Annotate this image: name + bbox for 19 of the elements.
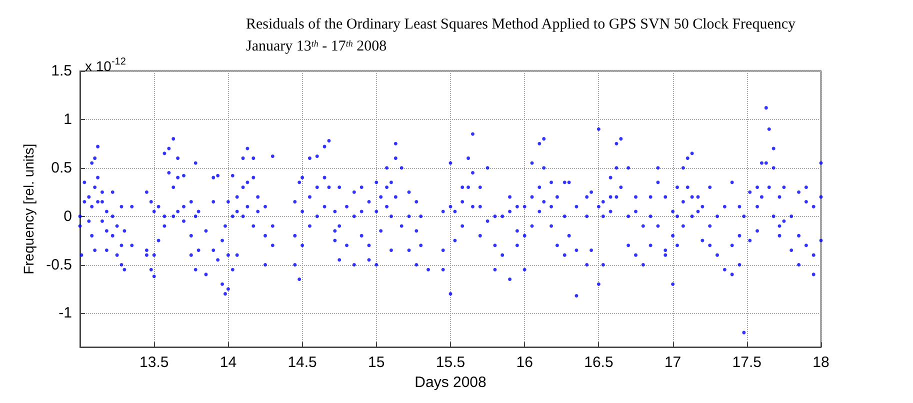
x-tick-label: 15.5 — [436, 354, 466, 372]
y-tick-label: -0.5 — [46, 256, 72, 274]
x-tick-label: 16 — [516, 354, 533, 372]
x-tick-label: 17.5 — [732, 354, 762, 372]
y-tick-label: 1 — [64, 110, 72, 128]
y-axis-title: Frequency [rel. units] — [20, 144, 36, 274]
y-tick-label: 0 — [64, 208, 72, 225]
x-tick-label: 17 — [664, 354, 682, 372]
x-tick-label: 13.5 — [140, 354, 169, 372]
x-axis-title: Days 2008 — [414, 374, 486, 391]
x-tick-label: 14.5 — [288, 354, 317, 372]
y-tick-label: -1 — [58, 304, 72, 322]
y-tick-label: 1.5 — [51, 62, 72, 80]
x-tick-label: 18 — [812, 354, 830, 372]
x-tick-label: 16.5 — [584, 354, 614, 372]
chart-title: Residuals of the Ordinary Least Squares Method Applied to GPS SVN 50 Clock Frequency — [246, 16, 796, 32]
x-tick-label: 15 — [368, 354, 385, 372]
x-tick-label: 14 — [220, 354, 237, 372]
y-tick-label: 0.5 — [51, 159, 72, 176]
